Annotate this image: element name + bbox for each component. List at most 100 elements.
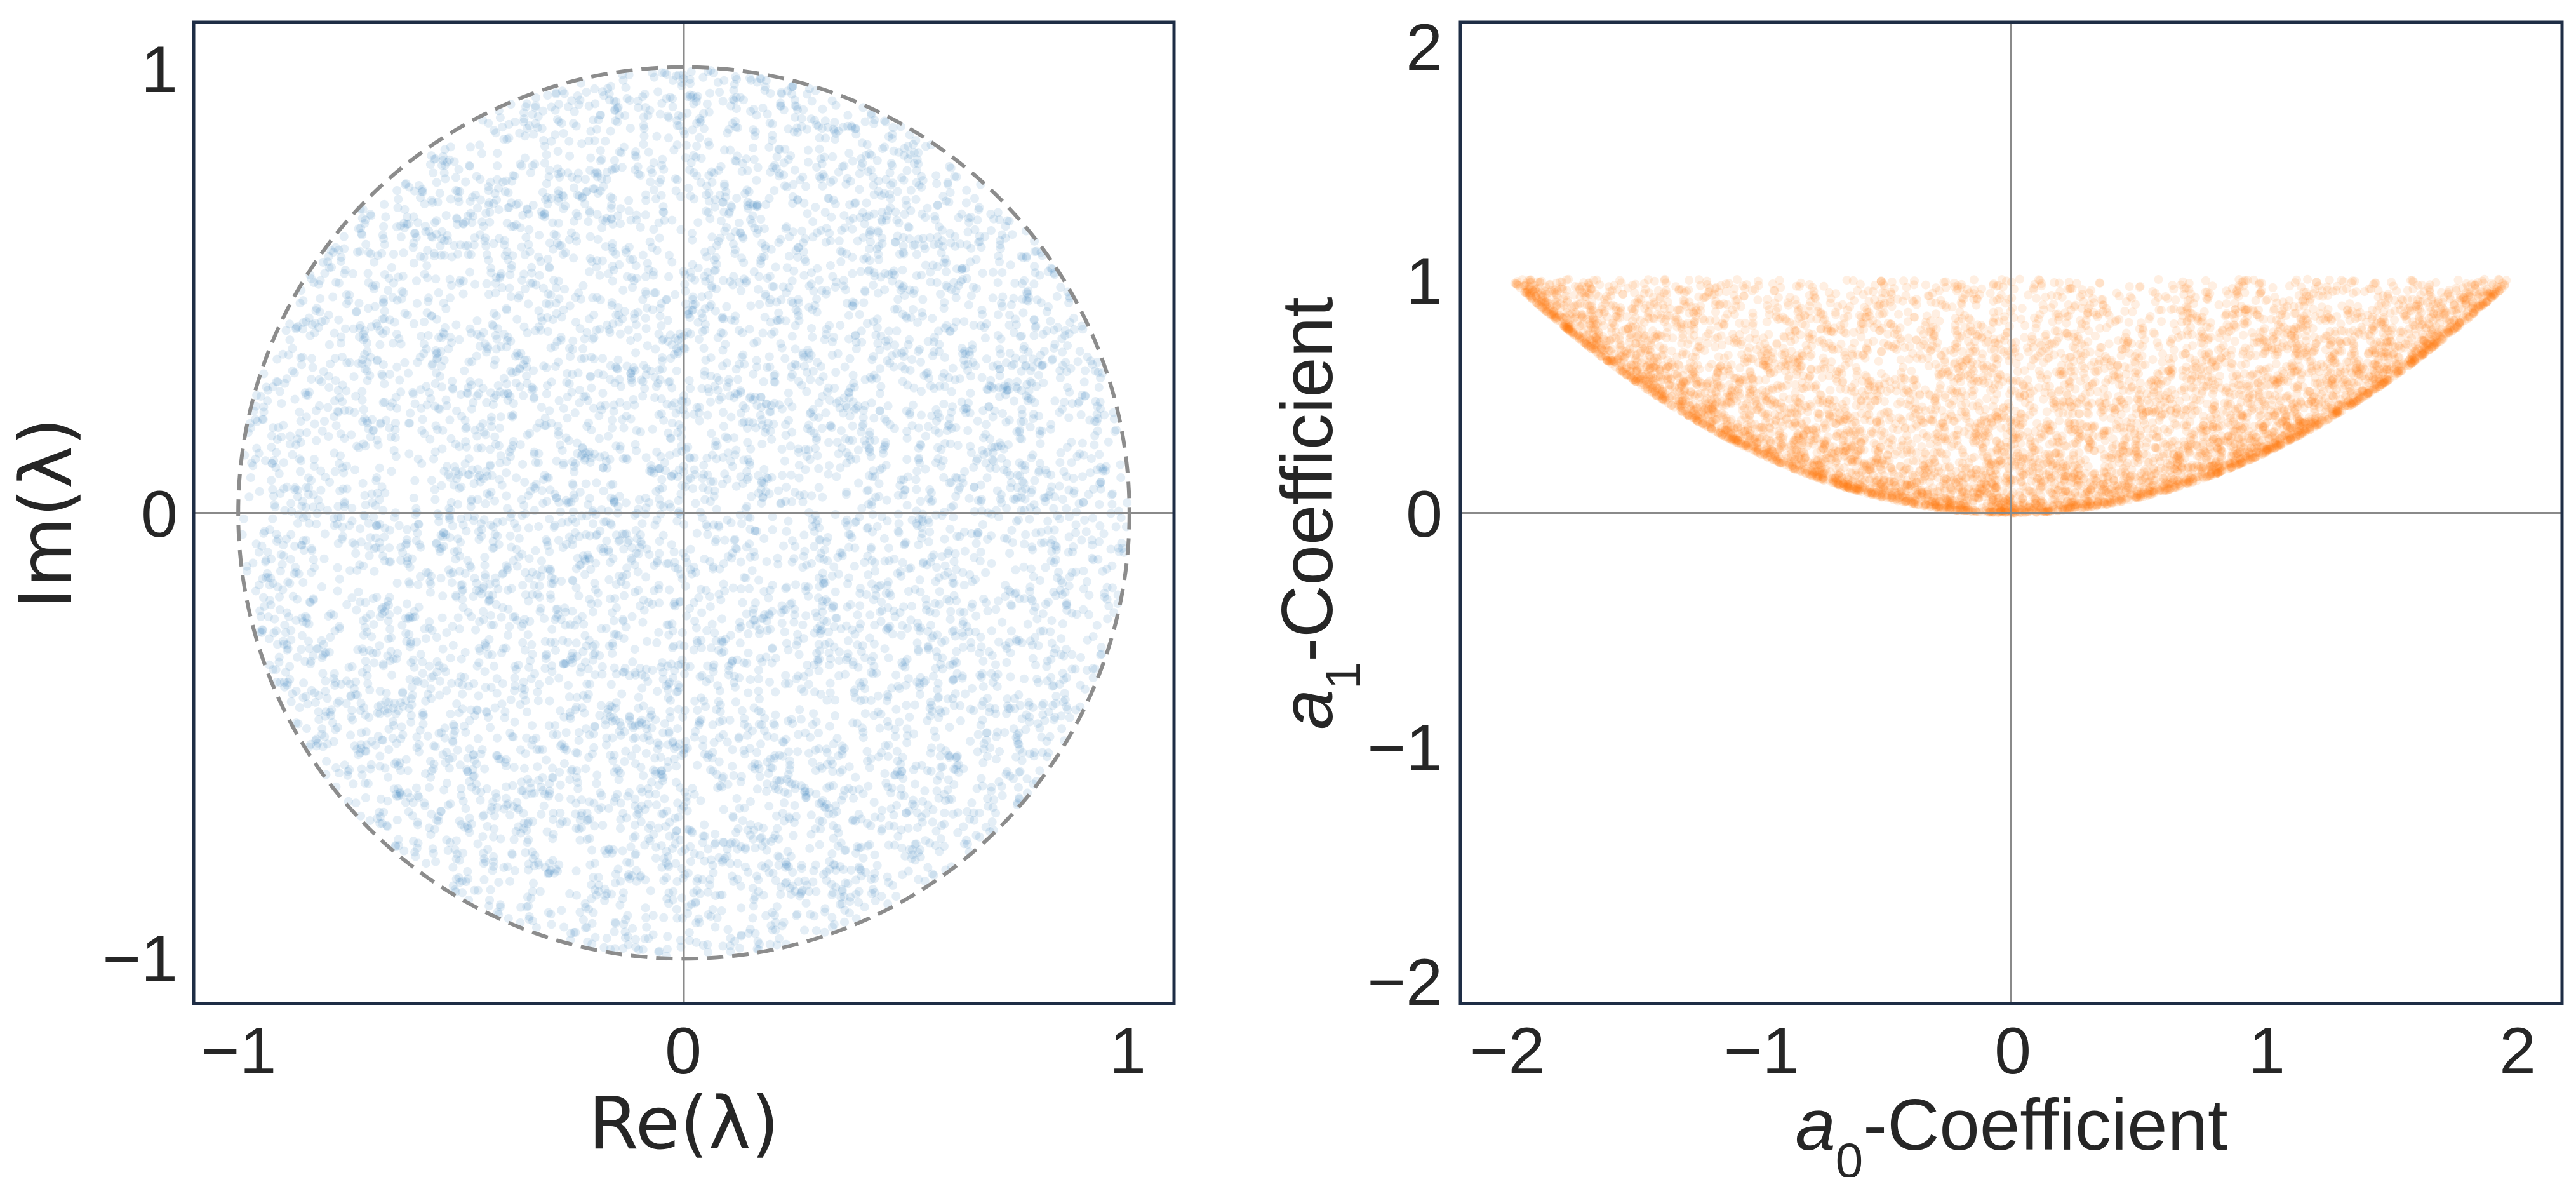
eigenvalue-point — [642, 922, 651, 932]
eigenvalue-point — [381, 602, 390, 611]
eigenvalue-point — [636, 871, 646, 881]
eigenvalue-point — [789, 831, 798, 840]
eigenvalue-point — [959, 822, 968, 831]
eigenvalue-point — [584, 314, 594, 324]
eigenvalue-point — [538, 773, 547, 783]
eigenvalue-point — [793, 307, 803, 316]
eigenvalue-point — [673, 798, 683, 808]
eigenvalue-point — [882, 696, 891, 706]
eigenvalue-point — [808, 332, 817, 342]
eigenvalue-point — [557, 817, 567, 826]
eigenvalue-point — [473, 203, 483, 213]
eigenvalue-point — [589, 908, 598, 917]
eigenvalue-point — [446, 473, 455, 482]
eigenvalue-point — [963, 807, 972, 816]
eigenvalue-point — [298, 578, 308, 587]
eigenvalue-point — [797, 114, 806, 123]
eigenvalue-point — [295, 454, 304, 464]
eigenvalue-point — [650, 72, 659, 82]
eigenvalue-point — [528, 650, 537, 659]
eigenvalue-point — [832, 472, 841, 481]
eigenvalue-point — [244, 492, 254, 502]
eigenvalue-point — [891, 892, 901, 901]
eigenvalue-point — [1036, 538, 1046, 548]
eigenvalue-point — [794, 650, 804, 659]
eigenvalue-point — [610, 663, 619, 673]
eigenvalue-point — [858, 853, 868, 863]
eigenvalue-point — [705, 556, 715, 566]
eigenvalue-point — [749, 267, 759, 276]
eigenvalue-point — [1058, 495, 1067, 504]
eigenvalue-point — [585, 834, 594, 843]
eigenvalue-point — [681, 153, 690, 163]
eigenvalue-point — [591, 99, 600, 109]
eigenvalue-point — [759, 534, 769, 543]
eigenvalue-point — [921, 605, 931, 615]
eigenvalue-point — [860, 558, 869, 567]
eigenvalue-point — [600, 896, 610, 905]
eigenvalue-point — [695, 851, 705, 860]
eigenvalue-point — [465, 161, 475, 171]
eigenvalue-point — [994, 310, 1003, 319]
eigenvalue-point — [865, 230, 874, 239]
eigenvalue-point — [431, 857, 441, 866]
eigenvalue-point — [839, 161, 849, 171]
eigenvalue-point — [891, 207, 900, 217]
eigenvalue-point — [575, 835, 585, 845]
eigenvalue-point — [902, 455, 912, 464]
eigenvalue-point — [493, 381, 503, 390]
eigenvalue-point — [757, 476, 766, 486]
eigenvalue-point — [1006, 672, 1015, 682]
eigenvalue-point — [845, 216, 855, 225]
eigenvalue-point — [801, 898, 811, 908]
eigenvalue-point — [404, 368, 413, 378]
eigenvalue-point — [432, 178, 441, 187]
eigenvalue-point — [969, 462, 978, 472]
eigenvalue-point — [684, 376, 694, 385]
eigenvalue-point — [644, 147, 653, 157]
eigenvalue-point — [977, 373, 987, 382]
eigenvalue-point — [740, 714, 749, 723]
eigenvalue-point — [309, 278, 319, 287]
eigenvalue-point — [648, 168, 657, 178]
eigenvalue-point — [549, 579, 558, 588]
eigenvalue-point — [831, 199, 840, 209]
eigenvalue-point — [587, 880, 596, 890]
eigenvalue-point — [958, 673, 967, 683]
eigenvalue-point — [403, 525, 412, 534]
eigenvalue-point — [610, 156, 619, 165]
eigenvalue-point — [667, 419, 677, 427]
eigenvalue-point — [746, 444, 756, 454]
eigenvalue-point — [1039, 626, 1048, 636]
eigenvalue-point — [574, 288, 584, 298]
eigenvalue-point — [1014, 636, 1024, 645]
eigenvalue-point — [498, 123, 507, 132]
eigenvalue-point — [592, 478, 601, 488]
eigenvalue-point — [518, 581, 528, 590]
eigenvalue-point — [997, 454, 1006, 463]
eigenvalue-point — [838, 741, 847, 751]
eigenvalue-point — [524, 817, 533, 826]
eigenvalue-point — [398, 548, 408, 557]
eigenvalue-point — [814, 483, 824, 492]
eigenvalue-point — [619, 920, 629, 929]
eigenvalue-point — [624, 932, 633, 941]
eigenvalue-point — [717, 614, 726, 624]
eigenvalue-point — [1048, 354, 1057, 364]
eigenvalue-point — [476, 795, 485, 805]
eigenvalue-point — [455, 856, 464, 865]
eigenvalue-point — [435, 405, 444, 414]
eigenvalue-point — [448, 753, 457, 762]
eigenvalue-point — [1116, 460, 1125, 469]
eigenvalue-point — [573, 615, 582, 625]
eigenvalue-point — [971, 539, 981, 548]
eigenvalue-point — [754, 575, 764, 585]
eigenvalue-point — [697, 384, 707, 393]
eigenvalue-point — [447, 678, 457, 688]
eigenvalue-point — [608, 415, 617, 425]
eigenvalue-point — [832, 824, 842, 833]
eigenvalue-point — [1012, 516, 1021, 526]
eigenvalue-point — [1064, 532, 1074, 542]
eigenvalue-point — [570, 217, 579, 226]
eigenvalue-point — [328, 292, 338, 302]
